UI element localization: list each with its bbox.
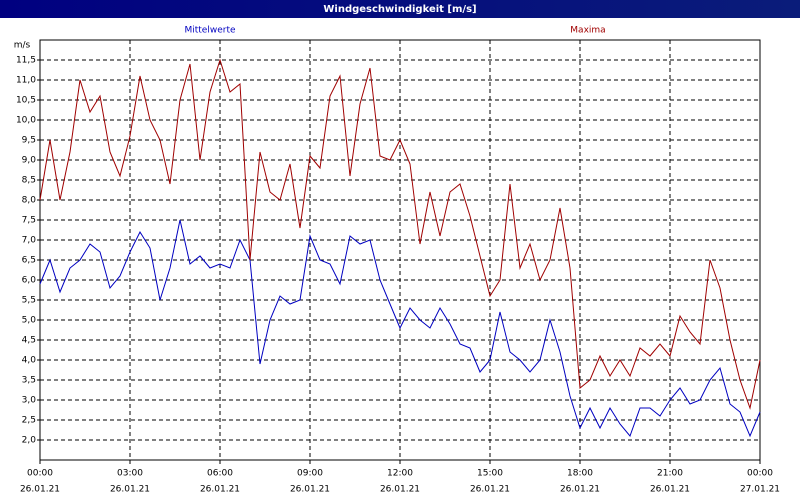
y-tick-label: 3,5	[22, 376, 36, 386]
chart-title: Windgeschwindigkeit [m/s]	[323, 4, 476, 15]
series-line	[39, 58, 761, 410]
x-tick-label: 09:00	[297, 469, 323, 479]
y-tick-label: 7,5	[22, 216, 36, 226]
x-tick-date: 26.01.21	[650, 485, 690, 495]
x-tick-date: 26.01.21	[290, 485, 330, 495]
y-tick-label: 6,5	[22, 256, 36, 266]
plot-frame	[39, 39, 761, 461]
y-tick-label: 10,5	[16, 96, 36, 106]
x-tick-label: 12:00	[387, 469, 413, 479]
x-tick-date: 26.01.21	[470, 485, 510, 495]
x-tick-label: 18:00	[567, 469, 593, 479]
x-tick-date: 27.01.21	[740, 485, 780, 495]
y-tick-label: 9,0	[22, 156, 37, 166]
y-tick-label: 2,5	[22, 416, 36, 426]
series-line	[39, 219, 761, 438]
title-bar	[0, 0, 800, 18]
y-tick-label: 11,5	[16, 56, 36, 66]
y-tick-label: 11,0	[16, 76, 36, 86]
x-tick-label: 06:00	[207, 469, 233, 479]
y-unit: m/s	[14, 41, 31, 51]
legend-label: Mittelwerte	[184, 26, 235, 36]
x-tick-date: 26.01.21	[110, 485, 150, 495]
x-tick-date: 26.01.21	[200, 485, 240, 495]
x-tick-date: 26.01.21	[560, 485, 600, 495]
x-tick-date: 26.01.21	[20, 485, 60, 495]
y-tick-label: 4,5	[22, 336, 36, 346]
y-tick-label: 8,5	[22, 176, 36, 186]
y-tick-label: 7,0	[22, 236, 37, 246]
x-tick-label: 15:00	[477, 469, 503, 479]
y-tick-label: 4,0	[22, 356, 37, 366]
x-tick-label: 00:00	[27, 469, 53, 479]
x-tick-label: 03:00	[117, 469, 143, 479]
x-tick-label: 21:00	[657, 469, 683, 479]
legend-label: Maxima	[570, 26, 605, 36]
y-tick-label: 9,5	[22, 136, 36, 146]
y-tick-label: 3,0	[22, 396, 37, 406]
y-tick-label: 5,5	[22, 296, 36, 306]
x-tick-label: 00:00	[747, 469, 773, 479]
x-tick-date: 26.01.21	[380, 485, 420, 495]
y-tick-label: 8,0	[22, 196, 37, 206]
y-tick-label: 6,0	[22, 276, 37, 286]
y-tick-label: 5,0	[22, 316, 37, 326]
y-tick-label: 2,0	[22, 436, 37, 446]
y-tick-label: 10,0	[16, 116, 36, 126]
